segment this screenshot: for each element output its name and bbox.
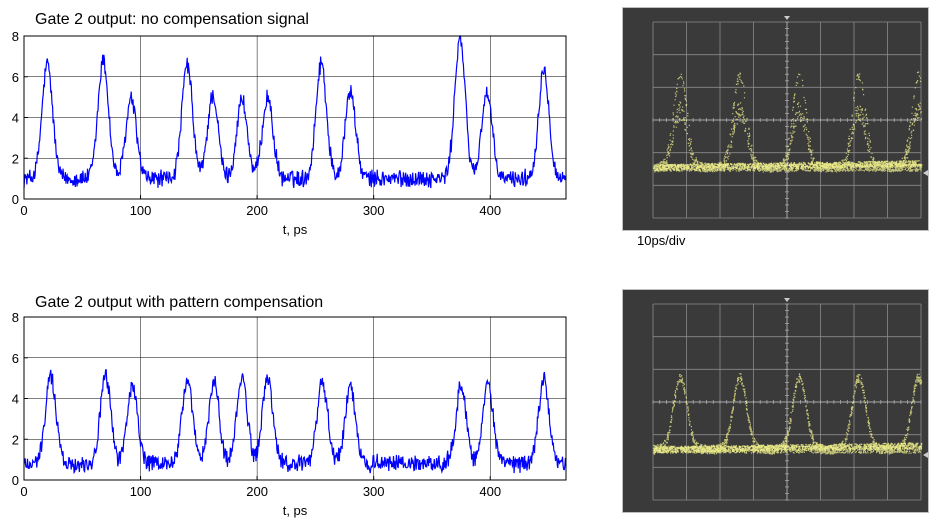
x-tick-label: 0 (20, 203, 27, 218)
eye-diagram-with-compensation (622, 289, 929, 513)
x-axis-label: t, ps (283, 222, 308, 237)
y-tick-label: 0 (12, 473, 19, 488)
plot-no-compensation: Gate 2 output: no compensation signal t,… (12, 11, 567, 237)
eye-baseline (653, 160, 923, 172)
y-tick-label: 8 (12, 310, 19, 325)
x-tick-label: 400 (479, 203, 501, 218)
eye-diagram-canvas (652, 16, 928, 219)
x-tick-label: 100 (130, 484, 152, 499)
trigger-marker (784, 298, 790, 302)
y-tick-label: 8 (12, 29, 19, 44)
y-tick-label: 4 (12, 392, 19, 407)
y-tick-label: 0 (12, 192, 19, 207)
plot-title: Gate 2 output with pattern compensation (35, 294, 323, 311)
eye-trace (653, 373, 923, 455)
level-marker (923, 170, 928, 177)
x-tick-label: 300 (363, 484, 385, 499)
level-marker (923, 452, 928, 459)
x-tick-label: 400 (479, 484, 501, 499)
signal-trace (23, 35, 567, 189)
x-tick-label: 0 (20, 484, 27, 499)
time-scale-label: 10ps/div (637, 233, 686, 248)
y-tick-label: 4 (12, 111, 19, 126)
x-axis-label: t, ps (283, 503, 308, 518)
y-tick-label: 6 (12, 351, 19, 366)
plot-with-compensation: Gate 2 output with pattern compensation … (12, 294, 567, 518)
x-tick-label: 200 (246, 484, 268, 499)
x-tick-label: 300 (363, 203, 385, 218)
signal-trace (23, 369, 567, 475)
eye-diagram-canvas (652, 298, 928, 501)
trigger-marker (784, 16, 790, 20)
eye-baseline (653, 442, 923, 454)
y-tick-label: 6 (12, 70, 19, 85)
plot-title: Gate 2 output: no compensation signal (35, 11, 309, 28)
x-tick-label: 200 (246, 203, 268, 218)
eye-diagram-no-compensation (622, 7, 929, 231)
eye-trace (653, 71, 923, 173)
x-tick-label: 100 (130, 203, 152, 218)
y-tick-label: 2 (12, 151, 19, 166)
y-tick-label: 2 (12, 432, 19, 447)
